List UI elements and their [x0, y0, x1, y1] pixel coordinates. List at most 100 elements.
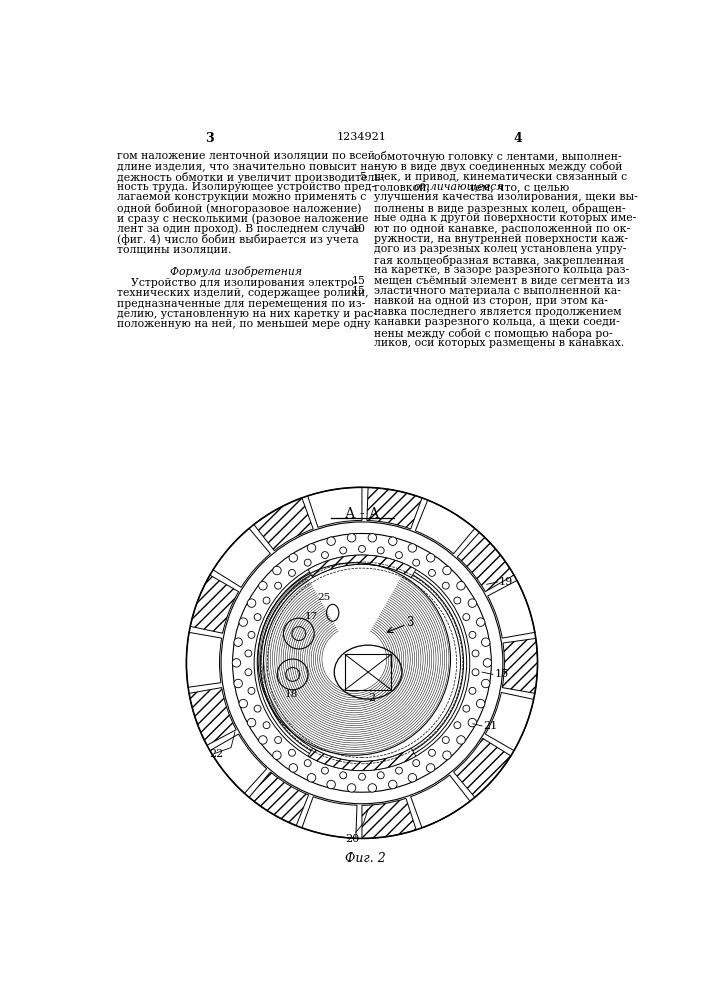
Circle shape — [454, 722, 461, 729]
Circle shape — [413, 760, 420, 767]
Text: одной бобиной (многоразовое наложение): одной бобиной (многоразовое наложение) — [117, 203, 361, 214]
Text: мещен съёмный элемент в виде сегмента из: мещен съёмный элемент в виде сегмента из — [373, 276, 629, 286]
Text: лент за один проход). В последнем случае: лент за один проход). В последнем случае — [117, 224, 361, 234]
Text: 1234921: 1234921 — [337, 132, 387, 142]
Circle shape — [254, 614, 261, 621]
Bar — [345, 654, 391, 690]
Circle shape — [443, 582, 449, 589]
Circle shape — [288, 749, 296, 756]
Circle shape — [457, 582, 465, 590]
Text: Фиг. 2: Фиг. 2 — [346, 852, 386, 864]
Circle shape — [469, 687, 476, 694]
Circle shape — [477, 699, 485, 708]
Circle shape — [327, 780, 335, 789]
Text: 15: 15 — [494, 669, 508, 679]
Wedge shape — [254, 498, 313, 551]
Circle shape — [284, 618, 314, 649]
Circle shape — [239, 618, 247, 626]
Ellipse shape — [334, 645, 402, 699]
Text: 19: 19 — [499, 577, 513, 587]
Text: 20: 20 — [346, 834, 360, 844]
Wedge shape — [221, 522, 503, 804]
Text: 4: 4 — [513, 132, 522, 145]
Circle shape — [347, 784, 356, 792]
Circle shape — [259, 736, 267, 744]
Circle shape — [245, 650, 252, 657]
Circle shape — [395, 767, 402, 774]
Circle shape — [245, 669, 252, 676]
Circle shape — [481, 679, 490, 688]
Circle shape — [483, 659, 491, 667]
Text: гая кольцеобразная вставка, закрепленная: гая кольцеобразная вставка, закрепленная — [373, 255, 624, 266]
Circle shape — [454, 597, 461, 604]
Circle shape — [472, 650, 479, 657]
Circle shape — [304, 559, 311, 566]
Text: (фиг. 4) число бобин выбирается из учета: (фиг. 4) число бобин выбирается из учета — [117, 234, 359, 245]
Text: 3: 3 — [406, 616, 414, 629]
Circle shape — [232, 659, 240, 667]
Text: ные одна к другой поверхности которых име-: ные одна к другой поверхности которых им… — [373, 213, 636, 223]
Circle shape — [395, 552, 402, 559]
Circle shape — [273, 751, 281, 759]
Text: ную в виде двух соединенных между собой: ную в виде двух соединенных между собой — [373, 161, 622, 172]
Circle shape — [274, 737, 281, 743]
Wedge shape — [249, 772, 308, 826]
Circle shape — [368, 784, 377, 792]
Text: головкой,: головкой, — [373, 182, 433, 192]
Wedge shape — [485, 692, 534, 751]
Circle shape — [254, 705, 261, 712]
Text: щек, и привод, кинематически связанный с: щек, и привод, кинематически связанный с — [373, 172, 626, 182]
Circle shape — [277, 659, 308, 690]
Circle shape — [389, 537, 397, 545]
Circle shape — [378, 772, 384, 779]
Circle shape — [477, 618, 485, 626]
Circle shape — [288, 569, 296, 576]
Text: ликов, оси которых размещены в канавках.: ликов, оси которых размещены в канавках. — [373, 338, 624, 348]
Circle shape — [428, 569, 436, 576]
Circle shape — [378, 547, 384, 554]
Wedge shape — [415, 500, 475, 554]
Text: обмоточную головку с лентами, выполнен-: обмоточную головку с лентами, выполнен- — [373, 151, 621, 162]
Wedge shape — [453, 738, 511, 797]
Circle shape — [347, 534, 356, 542]
Circle shape — [468, 599, 477, 607]
Text: 2: 2 — [368, 693, 375, 703]
Circle shape — [286, 667, 300, 681]
Text: Формула изобретения: Формула изобретения — [170, 266, 303, 277]
Wedge shape — [488, 580, 534, 638]
Wedge shape — [189, 688, 236, 745]
Circle shape — [463, 705, 469, 712]
Text: 15: 15 — [352, 286, 366, 296]
Text: делию, установленную на них каретку и рас-: делию, установленную на них каретку и ра… — [117, 309, 377, 319]
Text: полнены в виде разрезных колец, обращен-: полнены в виде разрезных колец, обращен- — [373, 203, 625, 214]
Wedge shape — [308, 748, 416, 771]
Circle shape — [263, 722, 270, 729]
Text: длине изделия, что значительно повысит на-: длине изделия, что значительно повысит н… — [117, 161, 378, 171]
Text: положенную на ней, по меньшей мере одну: положенную на ней, по меньшей мере одну — [117, 319, 370, 329]
Text: 5: 5 — [359, 172, 366, 182]
Text: 3: 3 — [205, 132, 214, 145]
Text: 21: 21 — [484, 721, 498, 731]
Circle shape — [389, 780, 397, 789]
Circle shape — [273, 566, 281, 575]
Wedge shape — [213, 528, 270, 587]
Wedge shape — [302, 797, 357, 838]
Circle shape — [468, 718, 477, 727]
Text: нены между собой с помощью набора ро-: нены между собой с помощью набора ро- — [373, 328, 612, 339]
Circle shape — [247, 599, 256, 607]
Circle shape — [327, 537, 335, 545]
Text: 10: 10 — [352, 224, 366, 234]
Wedge shape — [367, 487, 422, 529]
Circle shape — [322, 552, 329, 559]
Wedge shape — [308, 487, 362, 527]
Text: ют по одной канавке, расположенной по ок-: ют по одной канавке, расположенной по ок… — [373, 224, 630, 234]
Text: тем, что, с целью: тем, что, с целью — [466, 182, 569, 192]
Wedge shape — [457, 532, 514, 592]
Circle shape — [463, 614, 469, 621]
Circle shape — [234, 679, 243, 688]
Circle shape — [408, 774, 416, 782]
Wedge shape — [362, 798, 416, 838]
Wedge shape — [210, 734, 267, 793]
Text: гом наложение ленточной изоляции по всей: гом наложение ленточной изоляции по всей — [117, 151, 375, 161]
Circle shape — [443, 737, 449, 743]
